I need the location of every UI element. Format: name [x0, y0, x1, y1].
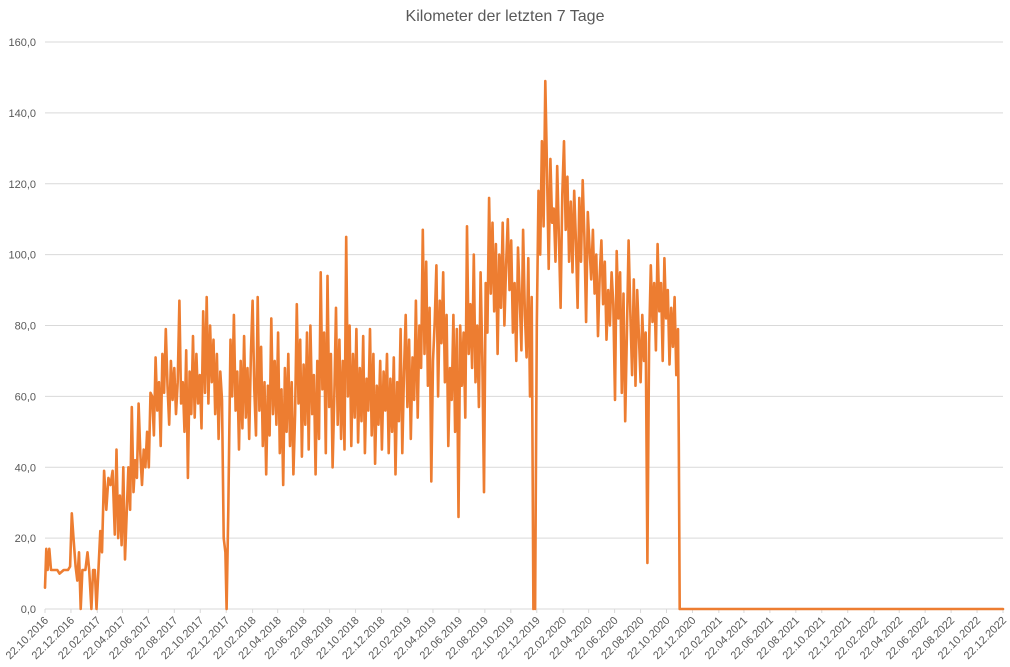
gridlines	[45, 41, 1003, 610]
chart-title: Kilometer der letzten 7 Tage	[406, 8, 605, 25]
series-layer	[43, 79, 1005, 611]
y-tick-label: 100,0	[8, 250, 36, 262]
x-axis-tick-labels: 22.10.201622.12.201622.02.201722.04.2017…	[4, 609, 1009, 662]
y-tick-label: 60,0	[15, 391, 36, 403]
series-line-1	[43, 79, 1005, 611]
y-tick-label: 80,0	[15, 321, 36, 333]
y-tick-label: 160,0	[8, 37, 36, 49]
y-tick-label: 40,0	[15, 462, 36, 474]
y-tick-label: 120,0	[8, 179, 36, 191]
y-axis-tick-labels: 0,0 20,0 40,0 60,0 80,0 100,0 120,0 140,0 160,0	[8, 37, 36, 616]
y-tick-label: 0,0	[21, 604, 36, 616]
y-tick-label: 140,0	[8, 108, 36, 120]
y-tick-label: 20,0	[15, 533, 36, 545]
